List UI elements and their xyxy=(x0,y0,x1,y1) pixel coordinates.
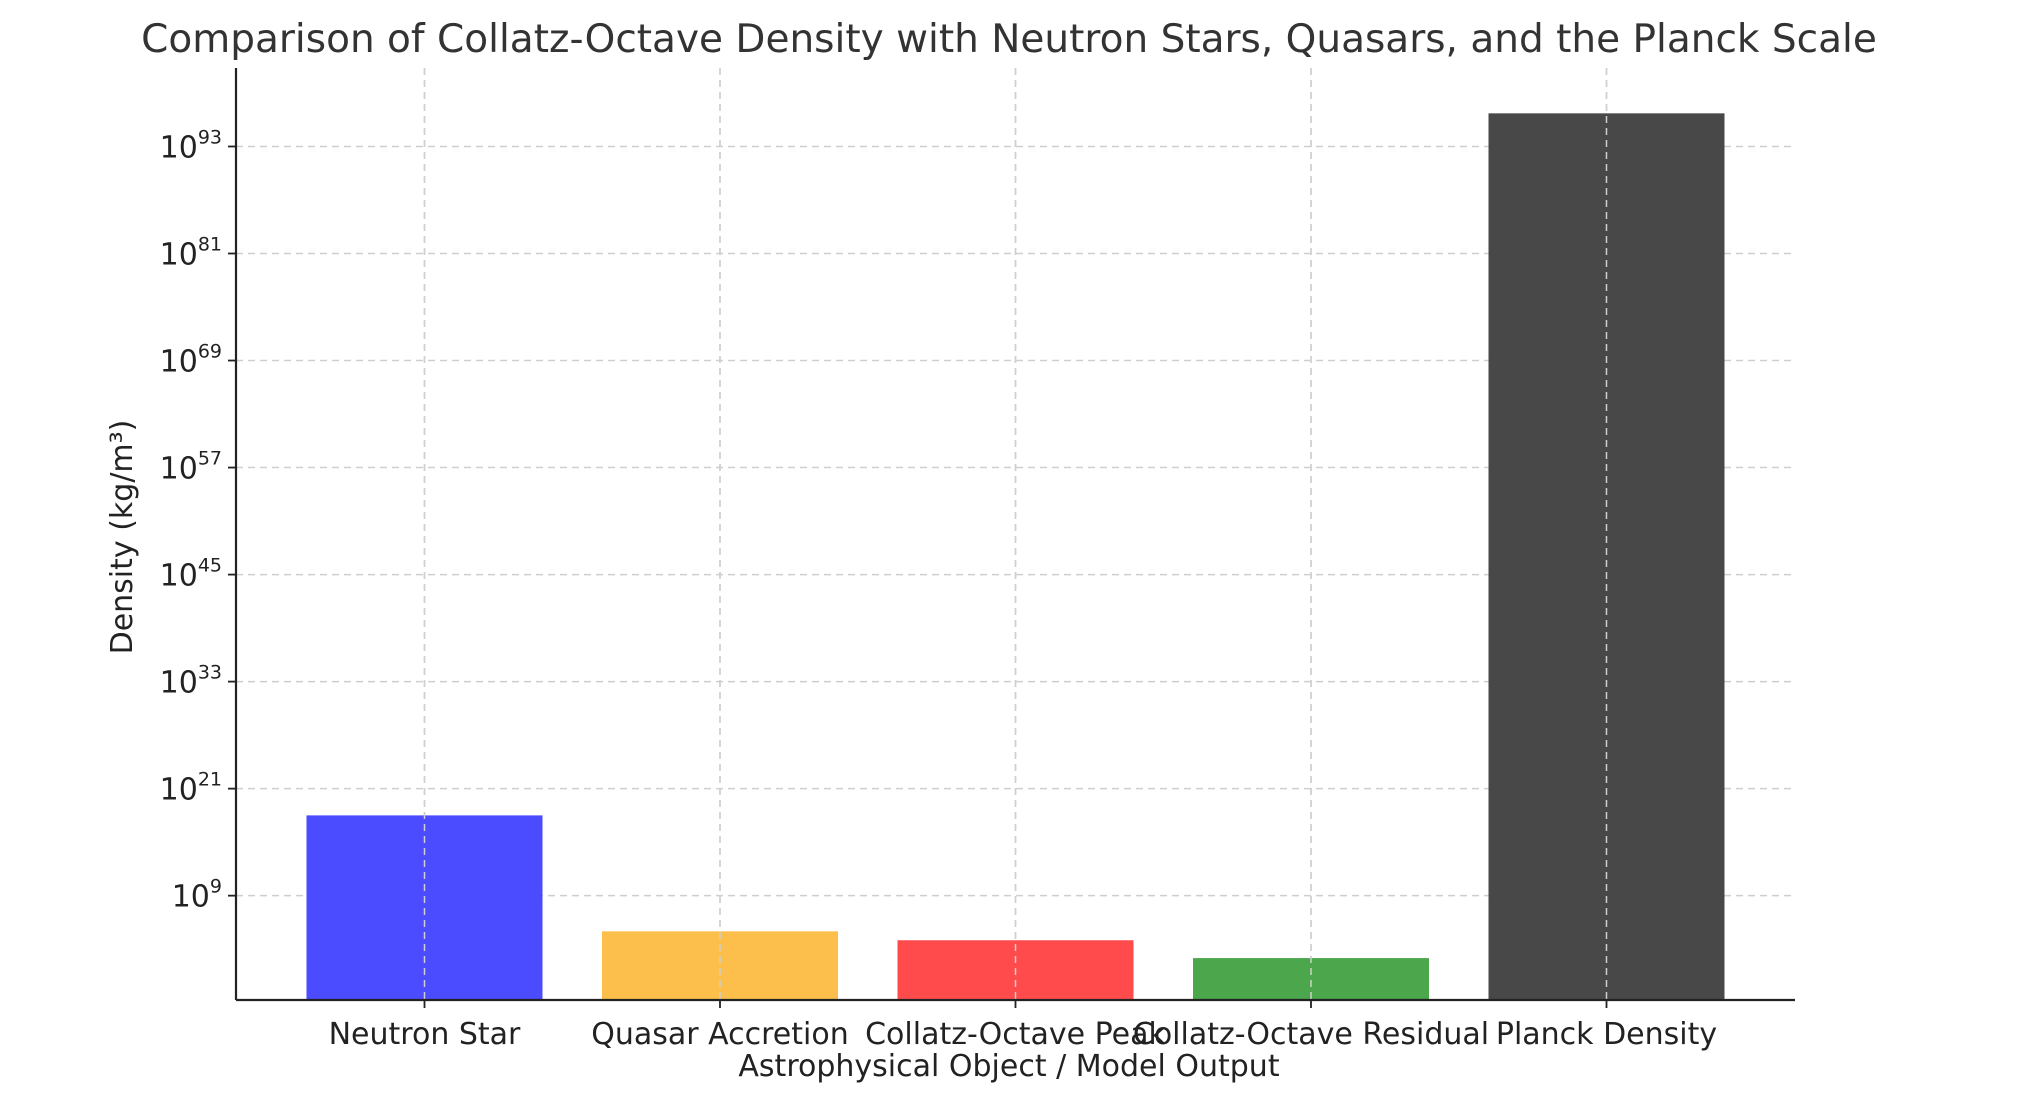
x-tick-label: Planck Density xyxy=(1496,1017,1717,1052)
y-tick-label: 1069 xyxy=(160,341,222,380)
bar-planck-density xyxy=(1488,113,1725,1001)
y-axis-label: Density (kg/m³) xyxy=(105,420,140,655)
x-tick-label: Collatz-Octave Residual xyxy=(1133,1017,1489,1052)
bar-quasar-accretion xyxy=(602,931,838,1000)
y-tick-label: 1033 xyxy=(160,662,222,701)
x-ticks: Neutron Star Quasar Accretion Collatz-Octa… xyxy=(329,1000,1717,1052)
bars xyxy=(306,68,1725,1001)
y-tick-label: 1045 xyxy=(160,555,222,594)
y-tick-label: 109 xyxy=(172,876,222,915)
y-ticks: 109 1021 1033 1045 1057 1069 1081 1093 xyxy=(160,126,236,915)
y-tick-label: 1057 xyxy=(160,448,222,487)
y-tick-label: 1081 xyxy=(160,234,222,273)
x-tick-label: Neutron Star xyxy=(329,1017,521,1052)
x-tick-label: Collatz-Octave Peak xyxy=(865,1017,1166,1052)
y-tick-label: 1021 xyxy=(160,769,222,808)
x-tick-label: Quasar Accretion xyxy=(591,1017,848,1052)
chart-title: Comparison of Collatz-Octave Density wit… xyxy=(141,17,1877,62)
x-axis-label: Astrophysical Object / Model Output xyxy=(738,1049,1279,1084)
y-tick-label: 1093 xyxy=(160,126,222,165)
